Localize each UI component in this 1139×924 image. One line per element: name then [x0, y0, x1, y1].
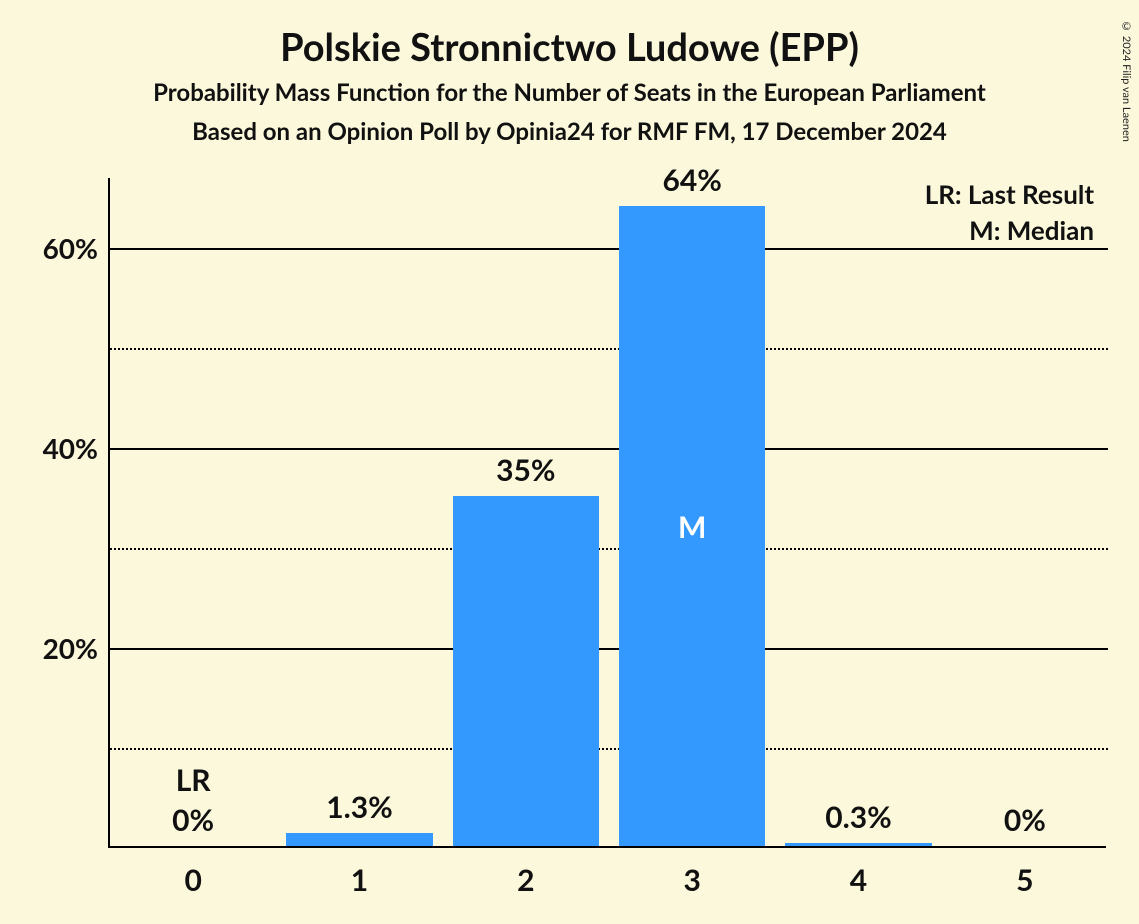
bar-value-label: 0.3% — [825, 799, 892, 835]
bar-value-label: 35% — [496, 452, 555, 488]
chart-subtitle-2: Based on an Opinion Poll by Opinia24 for… — [0, 117, 1139, 146]
x-axis-tick-label: 4 — [850, 862, 867, 898]
gridline-major — [110, 448, 1108, 450]
titles-block: Polskie Stronnictwo Ludowe (EPP) Probabi… — [0, 0, 1139, 146]
x-axis-tick-label: 5 — [1016, 862, 1033, 898]
median-marker: M — [678, 509, 706, 545]
legend-median: M: Median — [969, 214, 1094, 246]
gridline-minor — [110, 548, 1108, 550]
bar — [286, 833, 432, 846]
plot-region: 20%40%60%0%LR01.3%135%264%M30.3%40%5LR: … — [108, 178, 1106, 848]
gridline-major — [110, 248, 1108, 250]
chart-title: Polskie Stronnictwo Ludowe (EPP) — [0, 24, 1139, 70]
bar — [453, 496, 599, 846]
x-axis-tick-label: 3 — [683, 862, 700, 898]
x-axis-tick-label: 1 — [351, 862, 368, 898]
copyright-text: © 2024 Filip van Laenen — [1120, 20, 1133, 142]
bar-value-label: 0% — [172, 802, 214, 838]
chart-subtitle-1: Probability Mass Function for the Number… — [0, 78, 1139, 107]
y-axis-tick-label: 40% — [43, 431, 98, 465]
gridline-major — [110, 648, 1108, 650]
gridline-minor — [110, 348, 1108, 350]
bar-value-label: 1.3% — [326, 789, 393, 825]
y-axis-tick-label: 60% — [43, 231, 98, 265]
legend-lr: LR: Last Result — [925, 178, 1094, 210]
y-axis-tick-label: 20% — [43, 631, 98, 665]
x-axis-tick-label: 2 — [517, 862, 534, 898]
lr-marker: LR — [176, 762, 211, 798]
bar — [785, 843, 931, 846]
bar-value-label: 0% — [1004, 802, 1046, 838]
x-axis-tick-label: 0 — [184, 862, 201, 898]
bar-value-label: 64% — [662, 162, 721, 198]
gridline-minor — [110, 748, 1108, 750]
chart-area: 20%40%60%0%LR01.3%135%264%M30.3%40%5LR: … — [108, 178, 1106, 848]
